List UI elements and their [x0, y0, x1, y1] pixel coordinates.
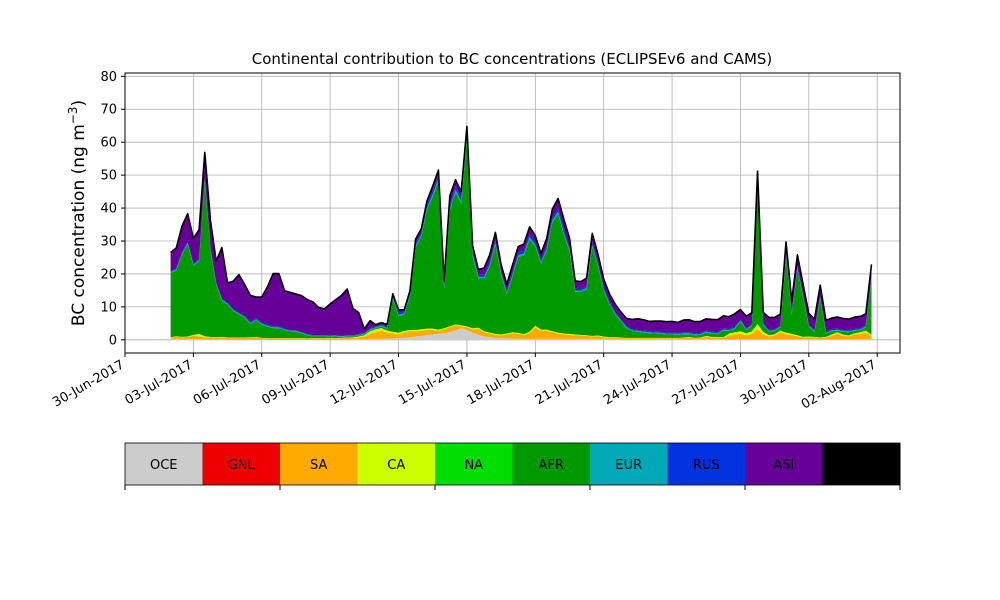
legend-swatch-oce — [125, 443, 203, 485]
legend-label-oce: OCE — [150, 458, 178, 473]
area-afr — [170, 138, 872, 339]
legend-swatch-afr — [512, 443, 591, 485]
x-tick-label: 09-Jul-2017 — [259, 357, 332, 408]
legend-frame — [124, 442, 901, 486]
stacked-areas — [170, 125, 873, 340]
legend-swatch-rus — [667, 443, 746, 485]
legend-swatch-asi — [745, 443, 823, 485]
y-tick-label: 80 — [100, 70, 117, 85]
x-tick-label: 03-Jul-2017 — [123, 357, 196, 408]
legend-swatch-gnl — [202, 443, 281, 485]
legend-label-na: NA — [464, 458, 483, 473]
legend-swatch-na — [435, 443, 513, 485]
plot-frame — [124, 72, 901, 354]
legend-swatch-aus — [822, 443, 901, 485]
legend-swatch-ca — [357, 443, 436, 485]
y-tick-label: 50 — [100, 169, 117, 184]
x-tick-label: 30-Jun-2017 — [50, 357, 127, 410]
x-tick-label: 21-Jul-2017 — [533, 357, 606, 408]
y-axis-label: BC concentration (ng m−3) — [66, 100, 89, 326]
legend-label-rus: RUS — [693, 458, 720, 473]
x-tick-label: 12-Jul-2017 — [328, 357, 401, 408]
y-axis-label-close: ) — [69, 100, 89, 107]
legend-label-sa: SA — [310, 458, 327, 473]
x-tick-label: 15-Jul-2017 — [396, 357, 469, 408]
y-tick-label: 40 — [100, 202, 117, 217]
y-tick-label: 30 — [100, 235, 117, 250]
svg-text:BC concentration (ng m−3): BC concentration (ng m−3) — [66, 100, 89, 326]
legend-swatch-eur — [590, 443, 668, 485]
y-tick-label: 20 — [100, 267, 117, 282]
area-sa — [170, 325, 872, 340]
legend-colorbar: OCE GNL SA CA NA AFR EUR RUS ASI AUS — [124, 442, 901, 490]
x-tick-label: 24-Jul-2017 — [601, 357, 674, 408]
y-tick-label: 10 — [100, 300, 117, 315]
x-tick-label: 02-Aug-2017 — [799, 357, 879, 412]
x-tick-label: 27-Jul-2017 — [670, 357, 743, 408]
x-tick-label: 06-Jul-2017 — [191, 357, 264, 408]
y-tick-label: 60 — [100, 136, 117, 151]
legend-label-asi: ASI — [773, 458, 794, 473]
y-tick-label: 70 — [100, 103, 117, 118]
y-axis-label-sup: −3 — [66, 106, 80, 124]
x-tick-label: 18-Jul-2017 — [464, 357, 537, 408]
total-line — [170, 125, 873, 330]
legend-swatch-sa — [280, 443, 358, 485]
legend-label-eur: EUR — [615, 458, 642, 473]
y-axis-label-main: BC concentration (ng m — [69, 124, 89, 326]
chart-title: Continental contribution to BC concentra… — [252, 50, 773, 68]
legend-label-afr: AFR — [539, 458, 564, 473]
legend-label-gnl: GNL — [228, 458, 256, 473]
legend-label-aus: AUS — [848, 458, 875, 473]
legend-label-ca: CA — [387, 458, 405, 473]
y-tick-label: 0 — [109, 333, 117, 348]
